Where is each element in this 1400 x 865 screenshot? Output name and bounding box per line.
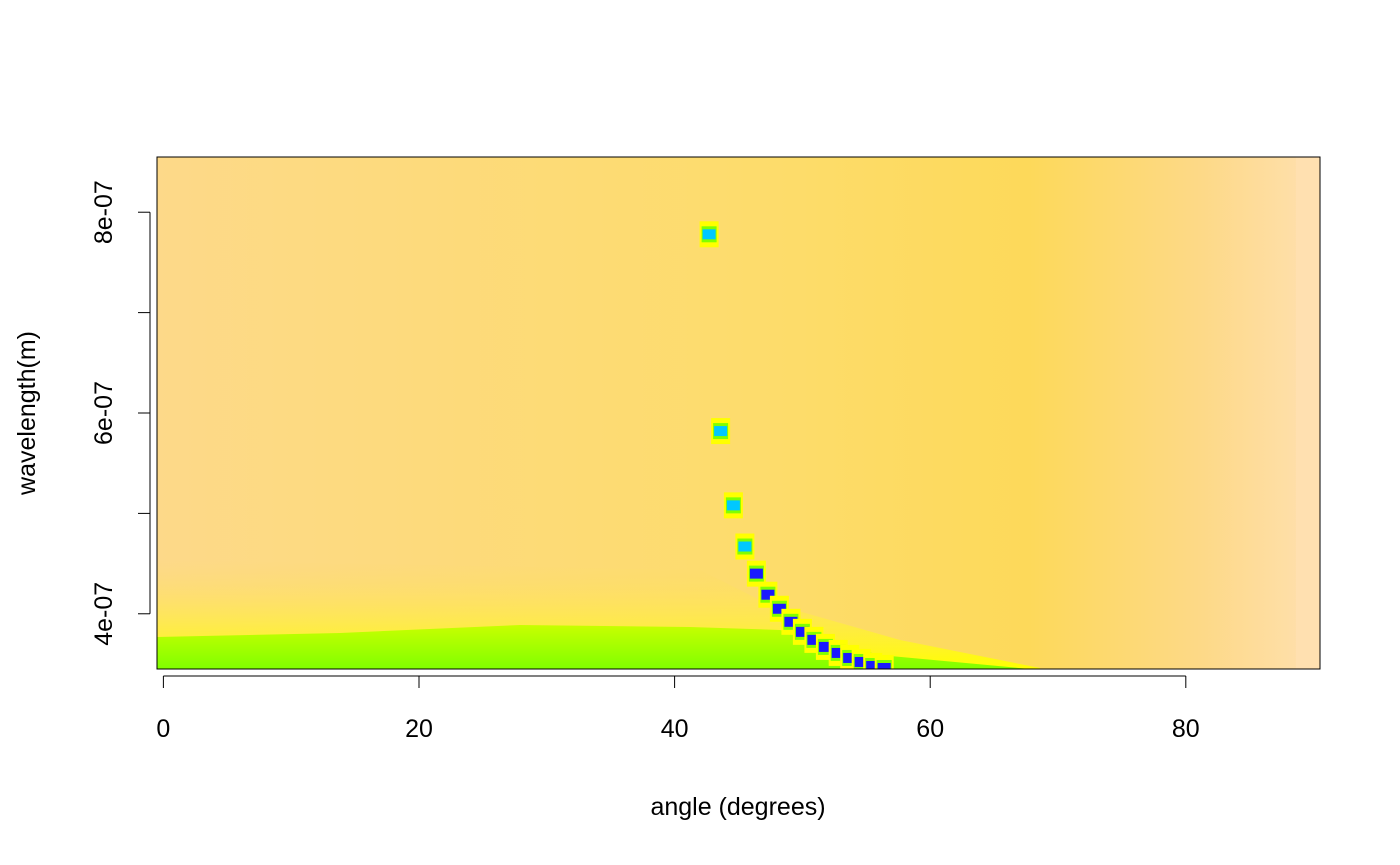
x-tick-label: 60 xyxy=(916,715,944,743)
x-axis: 0 20 40 60 80 xyxy=(156,675,1200,743)
curve-cell xyxy=(726,500,740,511)
curve-cell xyxy=(831,647,845,658)
curve-cell xyxy=(749,568,763,579)
curve-cell xyxy=(866,660,880,669)
curve-cell xyxy=(854,656,868,667)
y-tick-label: 8e-07 xyxy=(90,180,118,244)
x-tick-label: 20 xyxy=(405,715,433,743)
curve-cell xyxy=(738,541,752,552)
curve-cell xyxy=(784,616,798,627)
x-tick-label: 80 xyxy=(1172,715,1200,743)
curve-cell xyxy=(772,603,786,614)
curve-cell xyxy=(795,626,809,637)
plot-frame xyxy=(156,156,1321,670)
heatmap-right-pale-band xyxy=(1296,157,1320,669)
x-tick-label: 0 xyxy=(156,715,170,743)
heatmap-green-band xyxy=(157,625,1030,669)
y-tick-label: 6e-07 xyxy=(90,381,118,445)
x-axis-title: angle (degrees) xyxy=(650,793,825,821)
y-tick-label: 4e-07 xyxy=(90,582,118,646)
y-axis-title: wavelength(m) xyxy=(13,331,41,496)
curve-cell xyxy=(877,662,891,669)
curve-cell xyxy=(761,589,775,600)
minimum-curve xyxy=(699,221,894,669)
curve-cell xyxy=(807,634,821,645)
y-axis: 4e-07 6e-07 8e-07 xyxy=(90,180,151,646)
curve-cell xyxy=(843,652,857,663)
x-tick-label: 40 xyxy=(661,715,689,743)
curve-cell xyxy=(714,426,728,437)
curve-cell xyxy=(818,641,832,652)
plot-area xyxy=(157,157,1320,669)
curve-cell xyxy=(702,229,716,240)
